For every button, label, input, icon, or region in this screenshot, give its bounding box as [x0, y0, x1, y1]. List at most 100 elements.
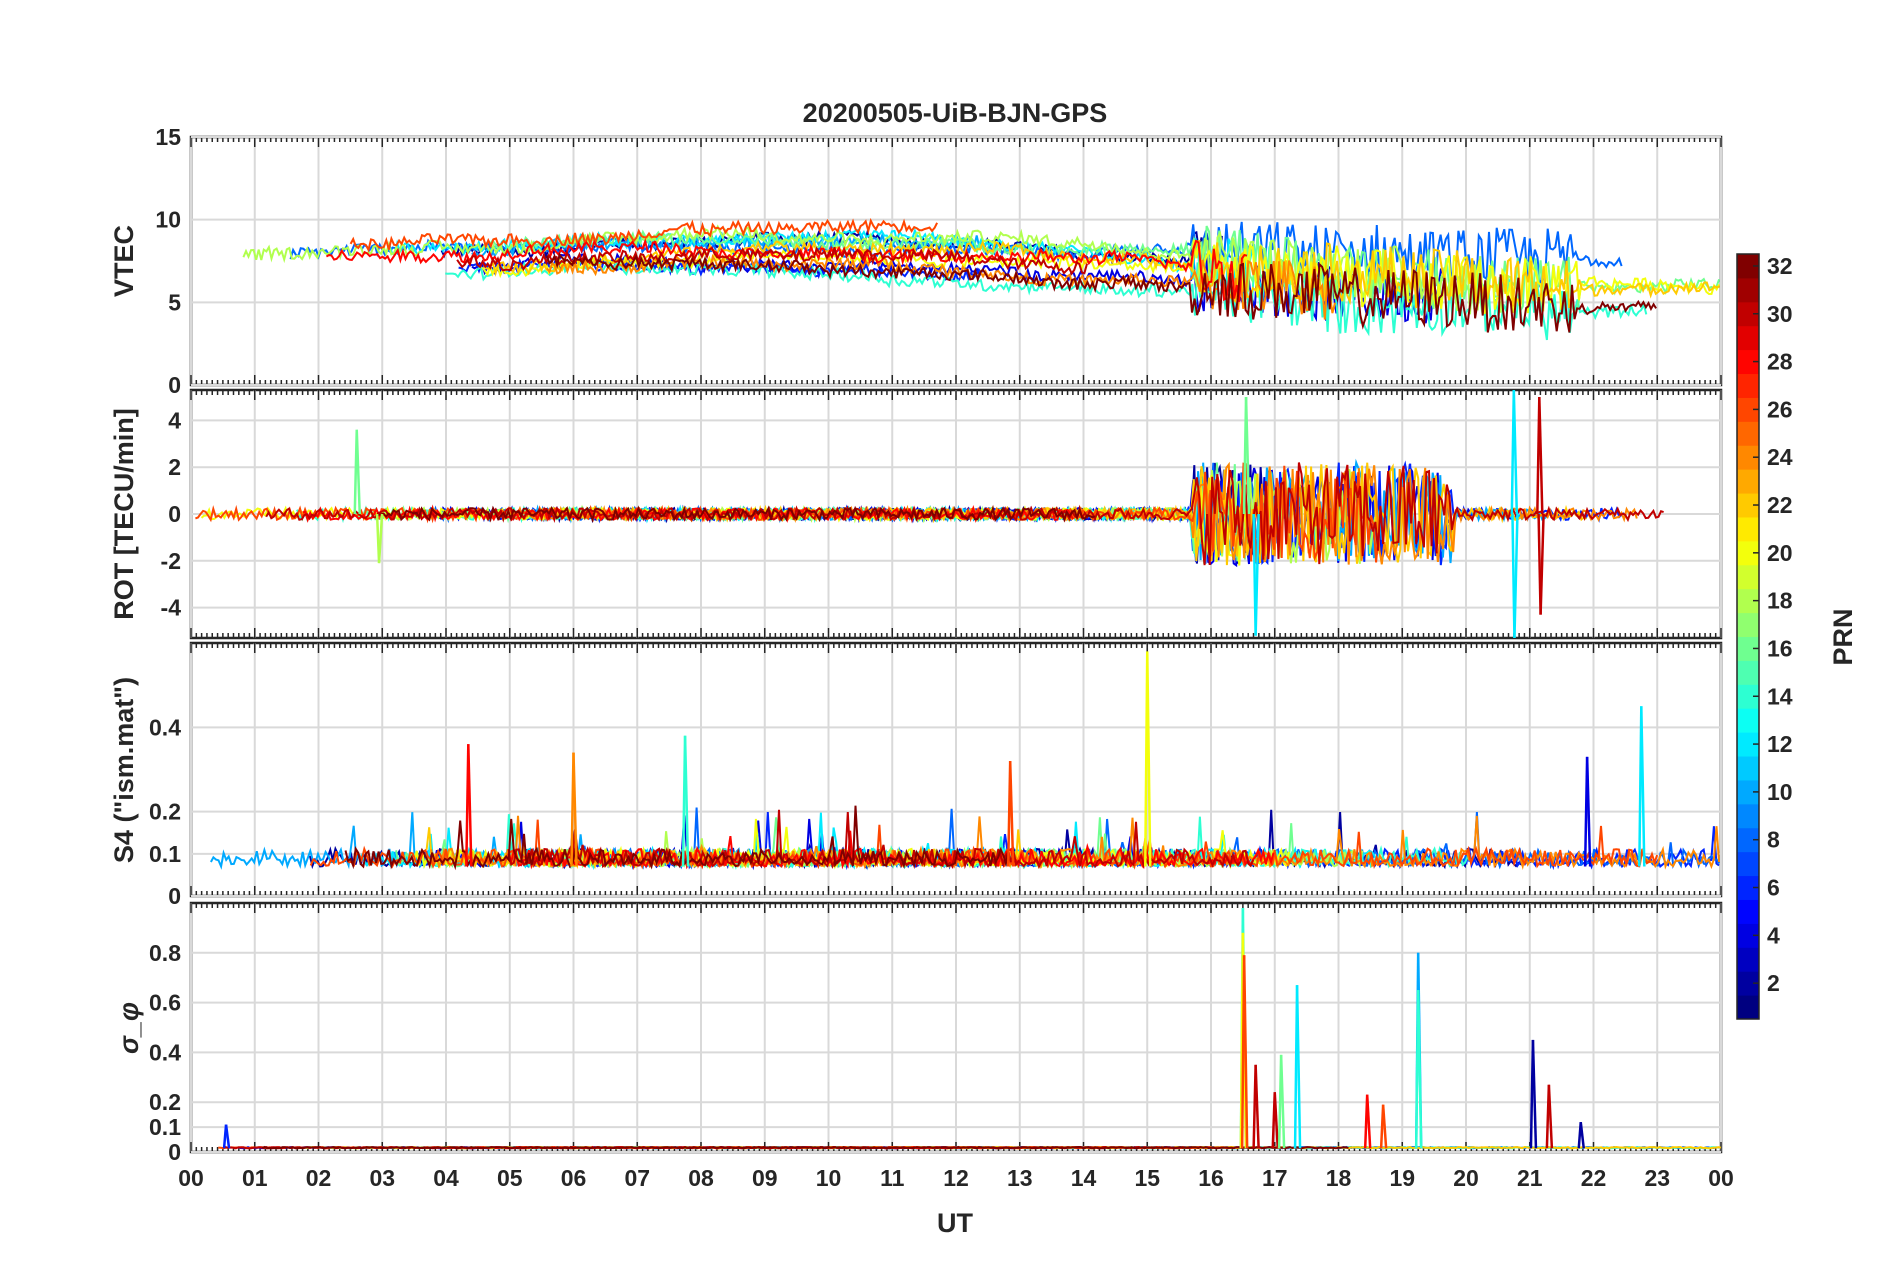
spike-mark — [572, 752, 578, 867]
spike-mark — [1547, 1084, 1554, 1149]
y-tick-label: 5 — [168, 289, 181, 315]
panel-s4-yticks: 0 0.1 0.2 0.4 — [149, 714, 181, 909]
y-tick-label: 2 — [168, 454, 181, 480]
spike-mark — [1279, 1054, 1286, 1149]
colorbar-segment — [1737, 636, 1759, 661]
colorbar-segment — [1737, 325, 1759, 351]
spike-mark — [1365, 1094, 1372, 1149]
colorbar-tick-label: 16 — [1767, 635, 1793, 661]
colorbar-segment — [1737, 445, 1759, 470]
spike-mark — [1538, 396, 1544, 515]
colorbar-tick-label: 12 — [1767, 731, 1793, 757]
x-tick-label: 04 — [433, 1165, 459, 1191]
panel-vtec-ylabel: VTEC — [109, 225, 139, 297]
x-tick-label: 22 — [1581, 1165, 1607, 1191]
panel-rot-ylabel: ROT [TECU/min] — [109, 408, 139, 619]
x-tick-label: 10 — [816, 1165, 842, 1191]
panel-rot-data — [195, 389, 1664, 639]
x-tick-label: 02 — [306, 1165, 332, 1191]
spike-mark — [683, 735, 690, 867]
spike-mark — [1539, 513, 1545, 615]
colorbar-tick-label: 28 — [1767, 349, 1793, 375]
colorbar-tick-label: 20 — [1767, 540, 1793, 566]
colorbar-segment — [1737, 827, 1759, 853]
spike-mark — [467, 744, 473, 867]
x-tick-label: 19 — [1389, 1165, 1415, 1191]
series-line-prn-32 — [378, 504, 1096, 523]
panel-sigma-phi: 00.10.2 0.4 0.6 0.8 σ_φ — [114, 901, 1723, 1165]
y-tick-label: 0.2 — [149, 1089, 181, 1115]
series-line-prn-12 — [358, 812, 1385, 871]
colorbar-segment — [1737, 469, 1759, 494]
colorbar-tick-label: 26 — [1767, 396, 1793, 422]
chart-title: 20200505-UiB-BJN-GPS — [803, 98, 1108, 128]
series-line-prn-26 — [349, 217, 938, 253]
series-line-prn-32 — [344, 805, 1010, 871]
spike-mark — [1512, 389, 1519, 515]
y-tick-label: 0.8 — [149, 940, 181, 966]
colorbar-gradient — [1737, 254, 1759, 1020]
colorbar-tick-label: 30 — [1767, 301, 1793, 327]
colorbar-tick-label: 10 — [1767, 779, 1793, 805]
colorbar-segment — [1737, 995, 1759, 1020]
colorbar-segment — [1737, 732, 1759, 757]
colorbar-tick-label: 24 — [1767, 444, 1793, 470]
colorbar-segment — [1737, 923, 1759, 948]
colorbar-segment — [1737, 851, 1759, 877]
colorbar-segment — [1737, 684, 1759, 709]
spike-mark — [1008, 761, 1015, 867]
x-tick-label: 17 — [1262, 1165, 1288, 1191]
spike-mark — [355, 429, 361, 515]
colorbar-segment — [1737, 947, 1759, 972]
x-tick-label: 21 — [1517, 1165, 1543, 1191]
y-tick-label: 0.1 — [149, 841, 181, 867]
panel-sigma-phi-ylabel: σ_φ — [114, 1002, 144, 1054]
colorbar-segment — [1737, 588, 1759, 614]
colorbar-segment — [1737, 875, 1759, 900]
series-line-prn-30 — [456, 246, 1088, 276]
panel-vtec-data — [242, 217, 1721, 341]
spike-mark — [1381, 1104, 1388, 1149]
spike-mark — [1273, 1092, 1279, 1149]
colorbar-segment — [1737, 612, 1759, 637]
colorbar-tick-label: 14 — [1767, 683, 1793, 709]
y-tick-label: 0.4 — [149, 714, 181, 740]
colorbar-segment — [1737, 756, 1759, 781]
panel-vtec-yticks: 0 5 10 15 — [155, 124, 181, 398]
spike-mark — [1295, 985, 1302, 1149]
spike-mark — [1146, 651, 1152, 867]
colorbar-segment — [1737, 254, 1759, 279]
colorbar-tick-label: 22 — [1767, 492, 1793, 518]
panel-sigma-phi-grid — [190, 903, 1722, 1153]
colorbar-segment — [1737, 540, 1759, 566]
panel-vtec: 0 5 10 15 VTEC — [109, 124, 1723, 398]
x-tick-label: 08 — [688, 1165, 714, 1191]
y-tick-label: 0.6 — [149, 990, 181, 1016]
y-tick-label: 0 — [168, 1139, 181, 1165]
panel-rot: -4 -2 0 2 4 ROT [TECU/min] — [109, 388, 1723, 640]
x-tick-label: 09 — [752, 1165, 778, 1191]
spike-mark — [377, 513, 384, 564]
x-tick-label: 03 — [369, 1165, 395, 1191]
spike-mark — [1254, 1064, 1260, 1149]
colorbar-segment — [1737, 301, 1759, 327]
series-line-prn-24 — [430, 815, 1720, 870]
y-tick-label: 10 — [155, 207, 181, 233]
colorbar-tick-label: 2 — [1767, 970, 1780, 996]
series-line-prn-30 — [265, 462, 1664, 566]
spike-mark — [1531, 1039, 1538, 1149]
colorbar-tick-label: 32 — [1767, 253, 1793, 279]
x-tick-labels: 00 01 02 03 04 05 06 07 08 09 10 11 12 13 14 15 16 17 18 19… — [178, 1165, 1734, 1191]
x-tick-label: 05 — [497, 1165, 523, 1191]
y-tick-label: -4 — [161, 595, 182, 621]
spike-mark — [224, 1124, 231, 1149]
x-tick-label: 13 — [1007, 1165, 1033, 1191]
colorbar-segment — [1737, 708, 1759, 733]
colorbar-frame — [1736, 253, 1760, 1020]
colorbar-segment — [1737, 373, 1759, 398]
colorbar-segment — [1737, 397, 1759, 422]
panel-rot-yticks: -4 -2 0 2 4 — [161, 407, 182, 620]
spike-mark — [1416, 990, 1423, 1149]
